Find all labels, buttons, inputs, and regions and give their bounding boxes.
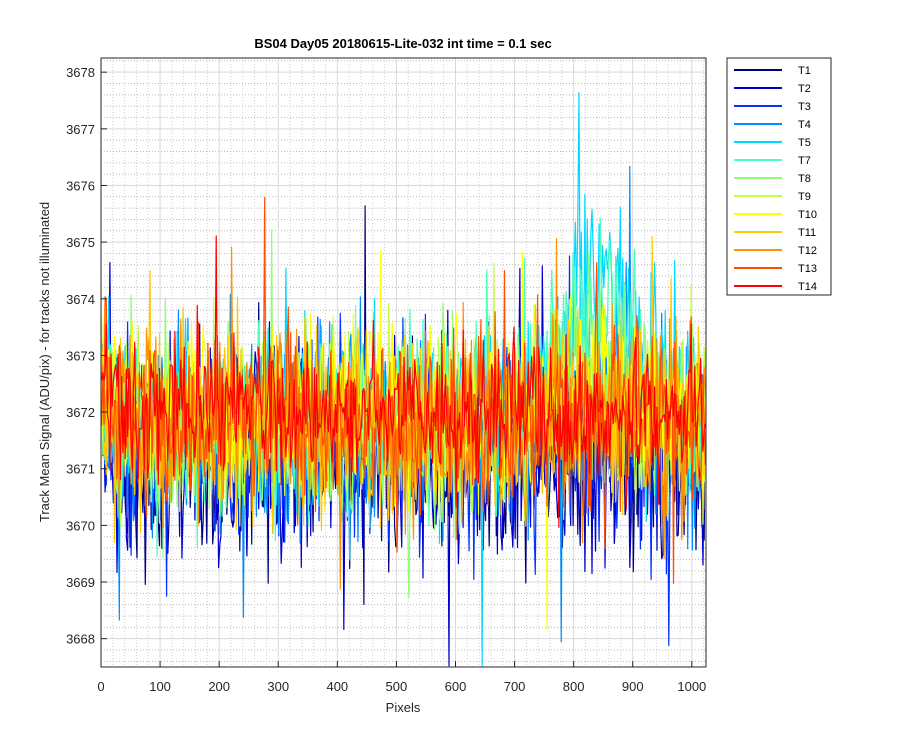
legend-label-t12: T12 [798, 245, 817, 257]
y-tick-label: 3674 [66, 292, 95, 307]
series-lines [101, 92, 707, 667]
x-tick-label: 100 [149, 679, 171, 694]
x-tick-label: 1000 [677, 679, 706, 694]
chart-title: BS04 Day05 20180615-Lite-032 int time = … [254, 36, 551, 51]
x-axis-label: Pixels [386, 700, 421, 715]
x-tick-label: 200 [208, 679, 230, 694]
series-line-t14 [101, 235, 706, 529]
legend-label-t7: T7 [798, 155, 811, 167]
y-tick-label: 3672 [66, 405, 95, 420]
x-tick-label: 600 [445, 679, 467, 694]
legend-label-t1: T1 [798, 65, 811, 77]
legend-label-t14: T14 [798, 281, 817, 293]
x-axis: 0 100 200 300 400 500 600 700 800 900 1000 [97, 661, 706, 694]
legend-label-t2: T2 [798, 83, 811, 95]
x-tick-label: 500 [386, 679, 408, 694]
legend-label-t4: T4 [798, 119, 811, 131]
y-tick-label: 3673 [66, 348, 95, 363]
legend-label-t5: T5 [798, 137, 811, 149]
y-tick-label: 3677 [66, 122, 95, 137]
y-tick-label: 3676 [66, 178, 95, 193]
plot-area [100, 57, 707, 668]
x-tick-label: 400 [326, 679, 348, 694]
legend-label-t8: T8 [798, 173, 811, 185]
legend-box [726, 57, 832, 296]
plot-frame [100, 57, 707, 668]
legend: T1 T2 T3 T4 T5 T7 T8 T9 T10 T11 T12 T13 T14 [726, 57, 832, 296]
y-axis: 3668 3669 3670 3671 3672 3673 3674 3675 3676 3677… [66, 65, 107, 647]
legend-label-t9: T9 [798, 191, 811, 203]
y-tick-label: 3668 [66, 632, 95, 647]
legend-label-t11: T11 [798, 227, 816, 239]
y-tick-label: 3669 [66, 575, 95, 590]
x-tick-label: 700 [504, 679, 526, 694]
x-tick-label: 0 [97, 679, 104, 694]
y-tick-label: 3675 [66, 235, 95, 250]
x-tick-label: 800 [563, 679, 585, 694]
y-tick-label: 3671 [66, 462, 95, 477]
legend-label-t3: T3 [798, 101, 811, 113]
legend-label-t10: T10 [798, 209, 817, 221]
y-axis-label: Track Mean Signal (ADU/pix) - for tracks… [37, 202, 52, 522]
legend-label-t13: T13 [798, 263, 817, 275]
y-tick-label: 3670 [66, 518, 95, 533]
x-tick-label: 900 [622, 679, 644, 694]
y-tick-label: 3678 [66, 65, 95, 80]
x-tick-label: 300 [267, 679, 289, 694]
